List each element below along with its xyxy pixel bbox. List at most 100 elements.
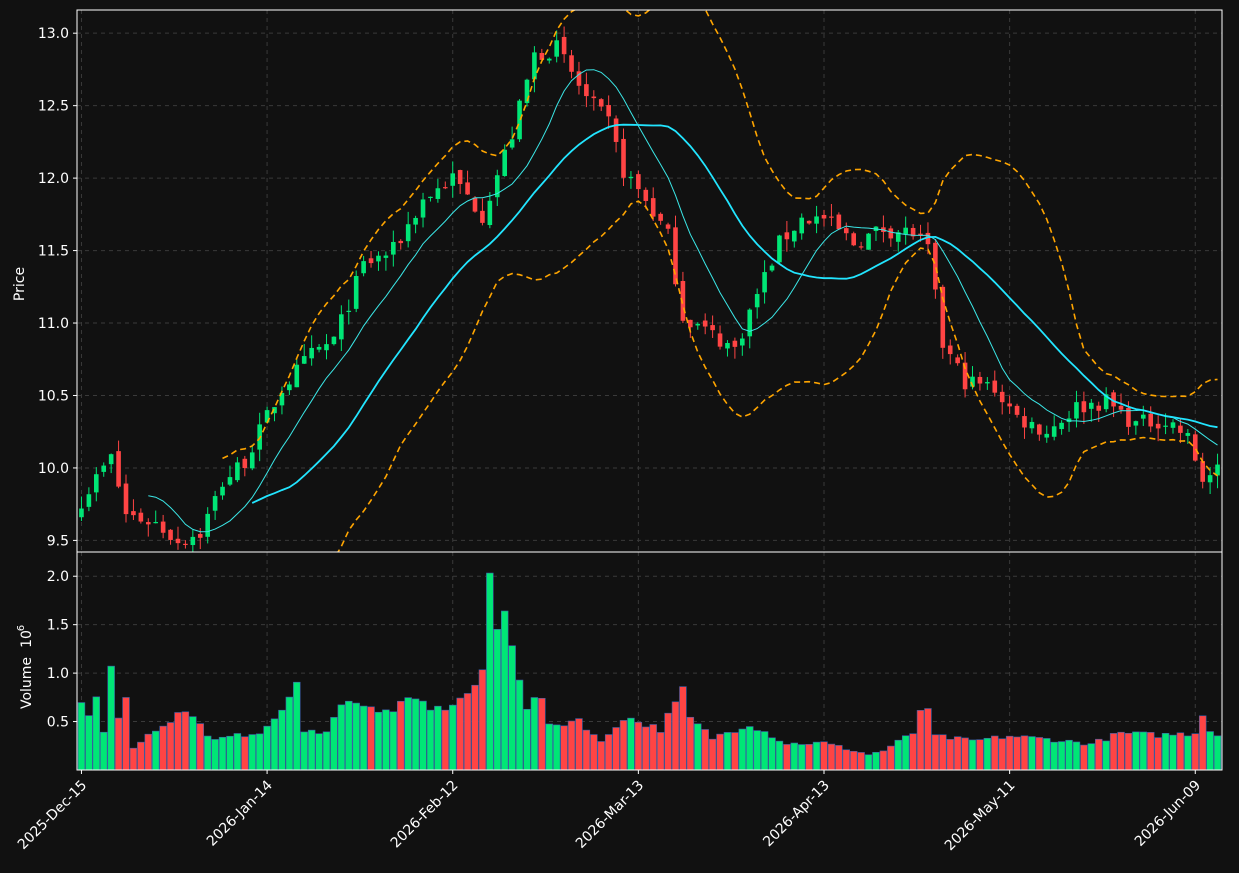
candle-body xyxy=(435,188,441,199)
candle-body xyxy=(235,462,240,481)
candle xyxy=(346,299,352,325)
volume-bar xyxy=(337,704,346,770)
volume-bar xyxy=(634,721,643,770)
candle xyxy=(480,198,485,226)
volume-bar xyxy=(694,723,702,770)
volume-bar xyxy=(367,706,375,770)
volume-bar xyxy=(538,697,546,770)
candle xyxy=(183,540,188,549)
volume-bar xyxy=(1198,715,1207,770)
volume-bar xyxy=(107,665,115,770)
candle-body xyxy=(858,246,864,248)
volume-y-tick-label: 2.0 xyxy=(47,569,69,585)
volume-bar xyxy=(1013,736,1021,770)
volume-bar xyxy=(753,730,761,770)
volume-bar xyxy=(664,712,672,770)
candle xyxy=(680,271,686,324)
candle xyxy=(1192,430,1198,462)
price-y-tick-label: 12.5 xyxy=(38,99,69,115)
price-y-tick-label: 11.5 xyxy=(38,244,69,260)
candle-body xyxy=(1126,407,1131,427)
candle xyxy=(903,216,908,245)
volume-bar xyxy=(642,726,650,770)
volume-bar xyxy=(293,681,301,770)
volume-bar xyxy=(100,731,108,770)
candle xyxy=(910,224,916,240)
volume-bar xyxy=(1139,731,1148,770)
candle-body xyxy=(732,340,738,347)
volume-bar xyxy=(419,700,427,770)
candle xyxy=(168,529,173,545)
candle-body xyxy=(546,58,552,61)
candle xyxy=(702,313,708,335)
candle-body xyxy=(1192,434,1198,461)
candle-body xyxy=(777,235,782,263)
volume-bar xyxy=(901,735,910,770)
candle-body xyxy=(346,310,352,312)
candle xyxy=(1170,419,1176,434)
candle-body xyxy=(851,233,857,246)
volume-bar xyxy=(723,732,732,770)
price-y-tick-label: 12.0 xyxy=(38,171,69,187)
volume-bar xyxy=(1080,744,1088,770)
candle xyxy=(561,26,567,63)
candle-body xyxy=(799,217,805,234)
volume-bar xyxy=(879,750,888,770)
volume-bar xyxy=(285,696,294,770)
volume-bar xyxy=(857,752,865,770)
volume-y-axis-label: Volume 10 6 xyxy=(16,625,35,709)
candle-body xyxy=(301,356,307,364)
volume-marks xyxy=(77,572,1222,770)
candle xyxy=(1185,429,1191,444)
candle-body xyxy=(220,486,225,496)
volume-bar xyxy=(404,697,412,770)
candle xyxy=(717,325,723,350)
sma-slow-line xyxy=(251,123,1218,504)
candle xyxy=(205,507,210,544)
volume-bar xyxy=(1087,743,1096,770)
candle-body xyxy=(309,347,314,359)
candle xyxy=(376,251,381,271)
candle xyxy=(494,169,500,206)
volume-bar xyxy=(189,716,197,770)
candle xyxy=(710,315,715,338)
candle xyxy=(769,263,775,273)
price-y-tick-label: 11.0 xyxy=(38,316,69,332)
volume-bar xyxy=(575,718,583,770)
candle xyxy=(628,171,634,189)
candle xyxy=(977,371,983,391)
candle xyxy=(554,30,559,63)
candle xyxy=(435,178,441,203)
candle xyxy=(138,508,144,524)
candle-body xyxy=(725,342,730,349)
candle-body xyxy=(272,407,277,414)
candle-body xyxy=(145,522,151,525)
volume-y-tick-label: 1.5 xyxy=(47,618,69,634)
candle-body xyxy=(717,333,723,347)
volume-bar xyxy=(478,669,487,770)
volume-bar xyxy=(560,725,568,770)
volume-bar xyxy=(278,709,286,770)
candle xyxy=(524,78,530,107)
candle xyxy=(1089,399,1094,422)
volume-bar xyxy=(746,726,754,770)
volume-label-power: 6 xyxy=(16,625,27,631)
candle-body xyxy=(658,213,663,221)
candle xyxy=(101,462,107,477)
candle xyxy=(353,270,359,313)
candle xyxy=(576,61,582,95)
candle-body xyxy=(428,196,433,199)
candle xyxy=(688,319,693,338)
volume-bar xyxy=(1102,740,1110,770)
candle-body xyxy=(821,214,827,219)
candle-body xyxy=(480,210,485,223)
candle xyxy=(777,234,782,264)
volume-bar xyxy=(508,645,516,770)
candle-body xyxy=(86,494,92,507)
candle-body xyxy=(829,216,834,218)
candle xyxy=(985,377,990,390)
candle xyxy=(762,260,767,304)
candle-body xyxy=(665,224,671,229)
volume-bar xyxy=(203,735,212,770)
volume-bar xyxy=(909,733,917,770)
